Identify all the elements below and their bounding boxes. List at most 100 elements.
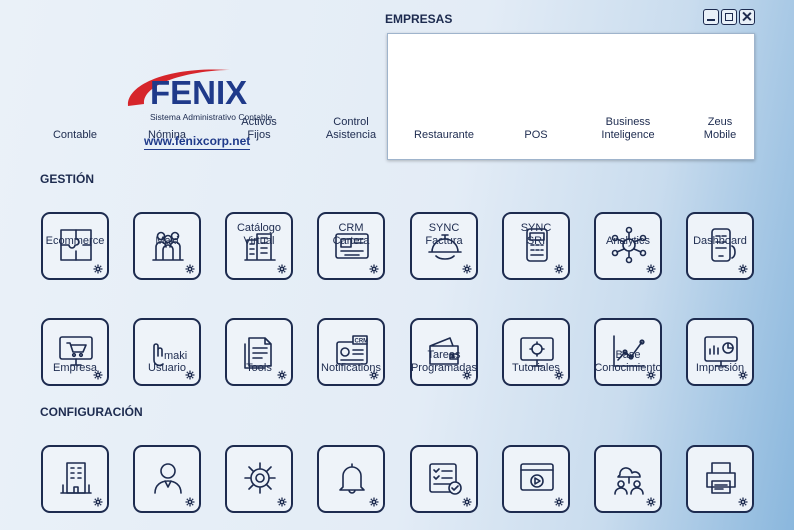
fenix-logo: FENIX Sistema Administrativo Contable bbox=[120, 62, 290, 132]
module-tile-tools[interactable] bbox=[225, 445, 293, 513]
gear-icon[interactable] bbox=[462, 370, 472, 380]
gear-icon[interactable] bbox=[369, 370, 379, 380]
gear-icon[interactable] bbox=[738, 264, 748, 274]
module-tile-nomina[interactable] bbox=[133, 212, 201, 280]
line-chart-icon bbox=[613, 335, 645, 367]
video-icon bbox=[520, 463, 554, 491]
section-gestion: GESTIÓN bbox=[40, 172, 95, 186]
module-tile-notifications[interactable] bbox=[317, 445, 385, 513]
module-label: Base Conocimiento bbox=[594, 349, 662, 374]
gear-icon[interactable] bbox=[93, 264, 103, 274]
gear-icon[interactable] bbox=[646, 264, 656, 274]
module-label: Zeus Mobile bbox=[703, 116, 737, 141]
printer-icon bbox=[706, 462, 736, 494]
gear-icon[interactable] bbox=[462, 264, 472, 274]
checklist-icon bbox=[429, 463, 462, 495]
module-label: SYNC Factura bbox=[425, 222, 463, 247]
cloud-people-icon bbox=[614, 467, 644, 495]
gear-icon[interactable] bbox=[738, 370, 748, 380]
gear-icon[interactable] bbox=[646, 497, 656, 507]
module-label: SYNC SRI bbox=[520, 222, 552, 247]
gear-icon[interactable] bbox=[93, 370, 103, 380]
maximize-button[interactable] bbox=[721, 9, 737, 25]
office-building-icon bbox=[60, 462, 92, 494]
gear-icon[interactable] bbox=[185, 370, 195, 380]
phone-icon bbox=[711, 228, 736, 262]
gear-head-icon bbox=[244, 462, 276, 494]
crm-icon: CRM bbox=[336, 335, 368, 365]
module-tile-tutoriales[interactable] bbox=[502, 445, 570, 513]
cart-monitor-icon bbox=[59, 336, 93, 366]
empresas-list[interactable] bbox=[387, 33, 755, 160]
people-icon bbox=[152, 231, 184, 261]
module-label: POS bbox=[524, 129, 548, 141]
building-icon bbox=[244, 233, 276, 261]
puzzle-icon bbox=[60, 229, 92, 261]
module-tile-pos[interactable] bbox=[502, 212, 570, 280]
website-link[interactable]: www.fenixcorp.net bbox=[144, 134, 251, 150]
module-tile-contable[interactable] bbox=[41, 212, 109, 280]
catalog-icon bbox=[244, 337, 272, 369]
module-label: Maki bbox=[155, 235, 179, 247]
gear-icon[interactable] bbox=[554, 497, 564, 507]
module-tile-dashboard[interactable] bbox=[686, 318, 754, 386]
blueprint-icon bbox=[335, 233, 369, 259]
module-tile-empresa[interactable] bbox=[41, 445, 109, 513]
module-label: Tareas Programadas bbox=[410, 349, 478, 374]
gear-icon[interactable] bbox=[277, 370, 287, 380]
network-icon bbox=[611, 226, 647, 264]
cloche-icon bbox=[428, 234, 462, 260]
module-tile-sync-factura[interactable] bbox=[410, 318, 478, 386]
close-button[interactable] bbox=[739, 9, 755, 25]
dashboard-icon bbox=[704, 336, 738, 367]
gear-icon[interactable] bbox=[462, 497, 472, 507]
maki-icon: maki bbox=[153, 343, 187, 367]
gear-icon[interactable] bbox=[554, 370, 564, 380]
module-label: Contable bbox=[52, 129, 98, 141]
gear-icon[interactable] bbox=[646, 370, 656, 380]
module-label: Business Inteligence bbox=[601, 116, 655, 141]
module-label: Tools bbox=[246, 362, 272, 374]
module-tile-catalogo[interactable] bbox=[225, 318, 293, 386]
module-tile-base[interactable] bbox=[594, 445, 662, 513]
module-tile-control[interactable] bbox=[317, 212, 385, 280]
wallet-icon bbox=[429, 337, 459, 365]
module-label: Empresa bbox=[52, 362, 98, 374]
module-tile-ecommerce[interactable] bbox=[41, 318, 109, 386]
svg-text:FENIX: FENIX bbox=[150, 74, 247, 111]
pos-terminal-icon bbox=[526, 228, 548, 262]
module-tile-activos[interactable] bbox=[225, 212, 293, 280]
module-tile-analytics[interactable] bbox=[594, 318, 662, 386]
module-tile-usuario[interactable] bbox=[133, 445, 201, 513]
window-controls bbox=[703, 9, 755, 25]
gear-icon[interactable] bbox=[277, 264, 287, 274]
empresas-label: EMPRESAS bbox=[385, 12, 453, 26]
gear-icon[interactable] bbox=[185, 497, 195, 507]
module-tile-zeus[interactable] bbox=[686, 212, 754, 280]
module-tile-restaurante[interactable] bbox=[410, 212, 478, 280]
module-tile-crm[interactable]: CRM bbox=[317, 318, 385, 386]
module-tile-tareas[interactable] bbox=[410, 445, 478, 513]
gear-icon[interactable] bbox=[369, 497, 379, 507]
svg-text:maki: maki bbox=[164, 350, 187, 362]
module-tile-bi[interactable] bbox=[594, 212, 662, 280]
module-label: Notifications bbox=[321, 362, 381, 374]
gear-icon[interactable] bbox=[93, 497, 103, 507]
gear-icon[interactable] bbox=[738, 497, 748, 507]
module-tile-maki[interactable]: maki bbox=[133, 318, 201, 386]
section-configuracion: CONFIGURACIÓN bbox=[40, 405, 143, 419]
gear-icon[interactable] bbox=[185, 264, 195, 274]
module-tile-sync-sri[interactable] bbox=[502, 318, 570, 386]
module-tile-impresion[interactable] bbox=[686, 445, 754, 513]
module-label: Impresión bbox=[695, 362, 745, 374]
module-label: Dashboard bbox=[693, 235, 747, 247]
gear-icon[interactable] bbox=[554, 264, 564, 274]
gear-icon[interactable] bbox=[277, 497, 287, 507]
module-label: Activos Fijos bbox=[241, 116, 277, 141]
module-label: Nómina bbox=[148, 129, 186, 141]
sync-monitor-icon bbox=[520, 337, 554, 367]
minimize-button[interactable] bbox=[703, 9, 719, 25]
user-icon bbox=[154, 463, 182, 494]
module-label: Ecommerce bbox=[45, 235, 105, 247]
gear-icon[interactable] bbox=[369, 264, 379, 274]
